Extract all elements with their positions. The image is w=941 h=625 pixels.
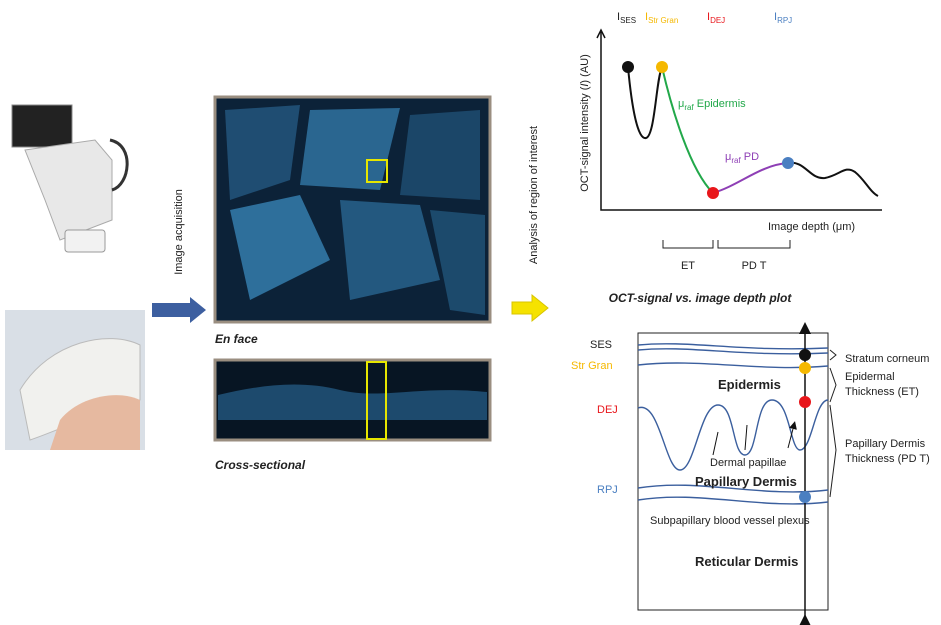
annotation: Papillary Dermis: [845, 438, 926, 450]
layer-label: Epidermis: [718, 377, 781, 392]
ses-point: [622, 61, 634, 73]
marker-label: IStr Gran: [645, 11, 678, 25]
cross-section-caption: Cross-sectional: [215, 458, 306, 472]
en-face-caption: En face: [215, 332, 258, 346]
plot-axes: [601, 32, 882, 210]
marker-sub: DEJ: [710, 16, 725, 25]
marker-label: IDEJ: [707, 11, 725, 25]
marker-label: ISES: [617, 11, 636, 25]
thickness-brackets: [663, 240, 790, 248]
layer-label: Papillary Dermis: [695, 474, 797, 489]
analysis-arrow: [512, 295, 548, 321]
dej-point: [799, 396, 811, 408]
boundary-label: Str Gran: [571, 360, 613, 372]
str-gran-point: [799, 362, 811, 374]
boundary-label: RPJ: [597, 484, 618, 496]
signal-curve: [628, 67, 662, 138]
marker-sub: SES: [620, 16, 636, 25]
cross-section-image: [215, 360, 490, 440]
dej-point: [707, 187, 719, 199]
marker-label: IRPJ: [774, 11, 792, 25]
signal-plot: [597, 30, 882, 210]
marker-sub: Str Gran: [648, 16, 678, 25]
slope-label: μraf Epidermis: [678, 98, 746, 112]
plot-caption: OCT-signal vs. image depth plot: [609, 291, 793, 305]
annotation: Stratum corneum: [845, 353, 929, 365]
rpj-point: [782, 157, 794, 169]
rpj-point: [799, 491, 811, 503]
papillae-label: Dermal papillae: [710, 457, 786, 469]
layer-label: Reticular Dermis: [695, 554, 798, 569]
figure: Image acquisition En face Cross-sectiona…: [0, 0, 941, 625]
y-label-part: ) (AU): [579, 54, 591, 83]
annotation: Epidermal: [845, 371, 895, 383]
device-body: [25, 140, 112, 240]
device-probe-box: [65, 230, 105, 252]
patient-photo: [5, 310, 145, 450]
annotation: Thickness (ET): [845, 386, 919, 398]
analysis-label: Analysis of region of interest: [528, 126, 540, 264]
marker-sub: RPJ: [777, 16, 792, 25]
boundary-label: SES: [590, 339, 612, 351]
slope-text: Epidermis: [694, 98, 746, 110]
str-gran-point: [656, 61, 668, 73]
device-cable: [110, 140, 127, 190]
boundary-label: DEJ: [597, 404, 618, 416]
slope-text: PD: [741, 151, 759, 163]
oct-device: [12, 105, 127, 252]
bracket-label: ET: [681, 260, 695, 272]
signal-tail: [788, 163, 878, 196]
bracket-label: PD T: [742, 260, 767, 272]
ses-boundary: [638, 344, 828, 354]
annotation-braces: [830, 350, 836, 497]
pd-slope: [713, 163, 788, 193]
y-axis-label: OCT-signal intensity (I) (AU): [579, 54, 591, 192]
acquisition-label: Image acquisition: [173, 189, 185, 275]
x-axis-label: Image depth (μm): [768, 221, 855, 233]
en-face-image: [215, 97, 490, 322]
ses-point: [799, 349, 811, 361]
y-label-part: OCT-signal intensity (: [579, 86, 591, 191]
en-face-cell: [400, 110, 480, 200]
annotation: Thickness (PD T): [845, 453, 930, 465]
plexus-label: Subpapillary blood vessel plexus: [650, 515, 810, 527]
slope-label: μraf PD: [725, 151, 759, 165]
epidermis-slope: [662, 67, 713, 193]
acquisition-arrow: [152, 297, 206, 323]
device-monitor: [12, 105, 72, 147]
